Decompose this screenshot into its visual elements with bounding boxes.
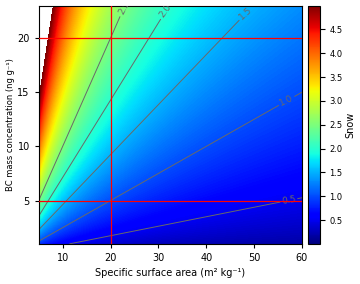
X-axis label: Specific surface area (m² kg⁻¹): Specific surface area (m² kg⁻¹): [95, 268, 246, 278]
Text: 2.0: 2.0: [158, 3, 174, 19]
Text: 0.5: 0.5: [281, 195, 297, 206]
Y-axis label: BC mass concentration (ng g⁻¹): BC mass concentration (ng g⁻¹): [5, 58, 14, 191]
Y-axis label: Snow: Snow: [345, 112, 355, 138]
Text: 2.5: 2.5: [117, 0, 131, 16]
Text: 1.0: 1.0: [278, 94, 295, 108]
Text: 1.5: 1.5: [237, 5, 254, 22]
